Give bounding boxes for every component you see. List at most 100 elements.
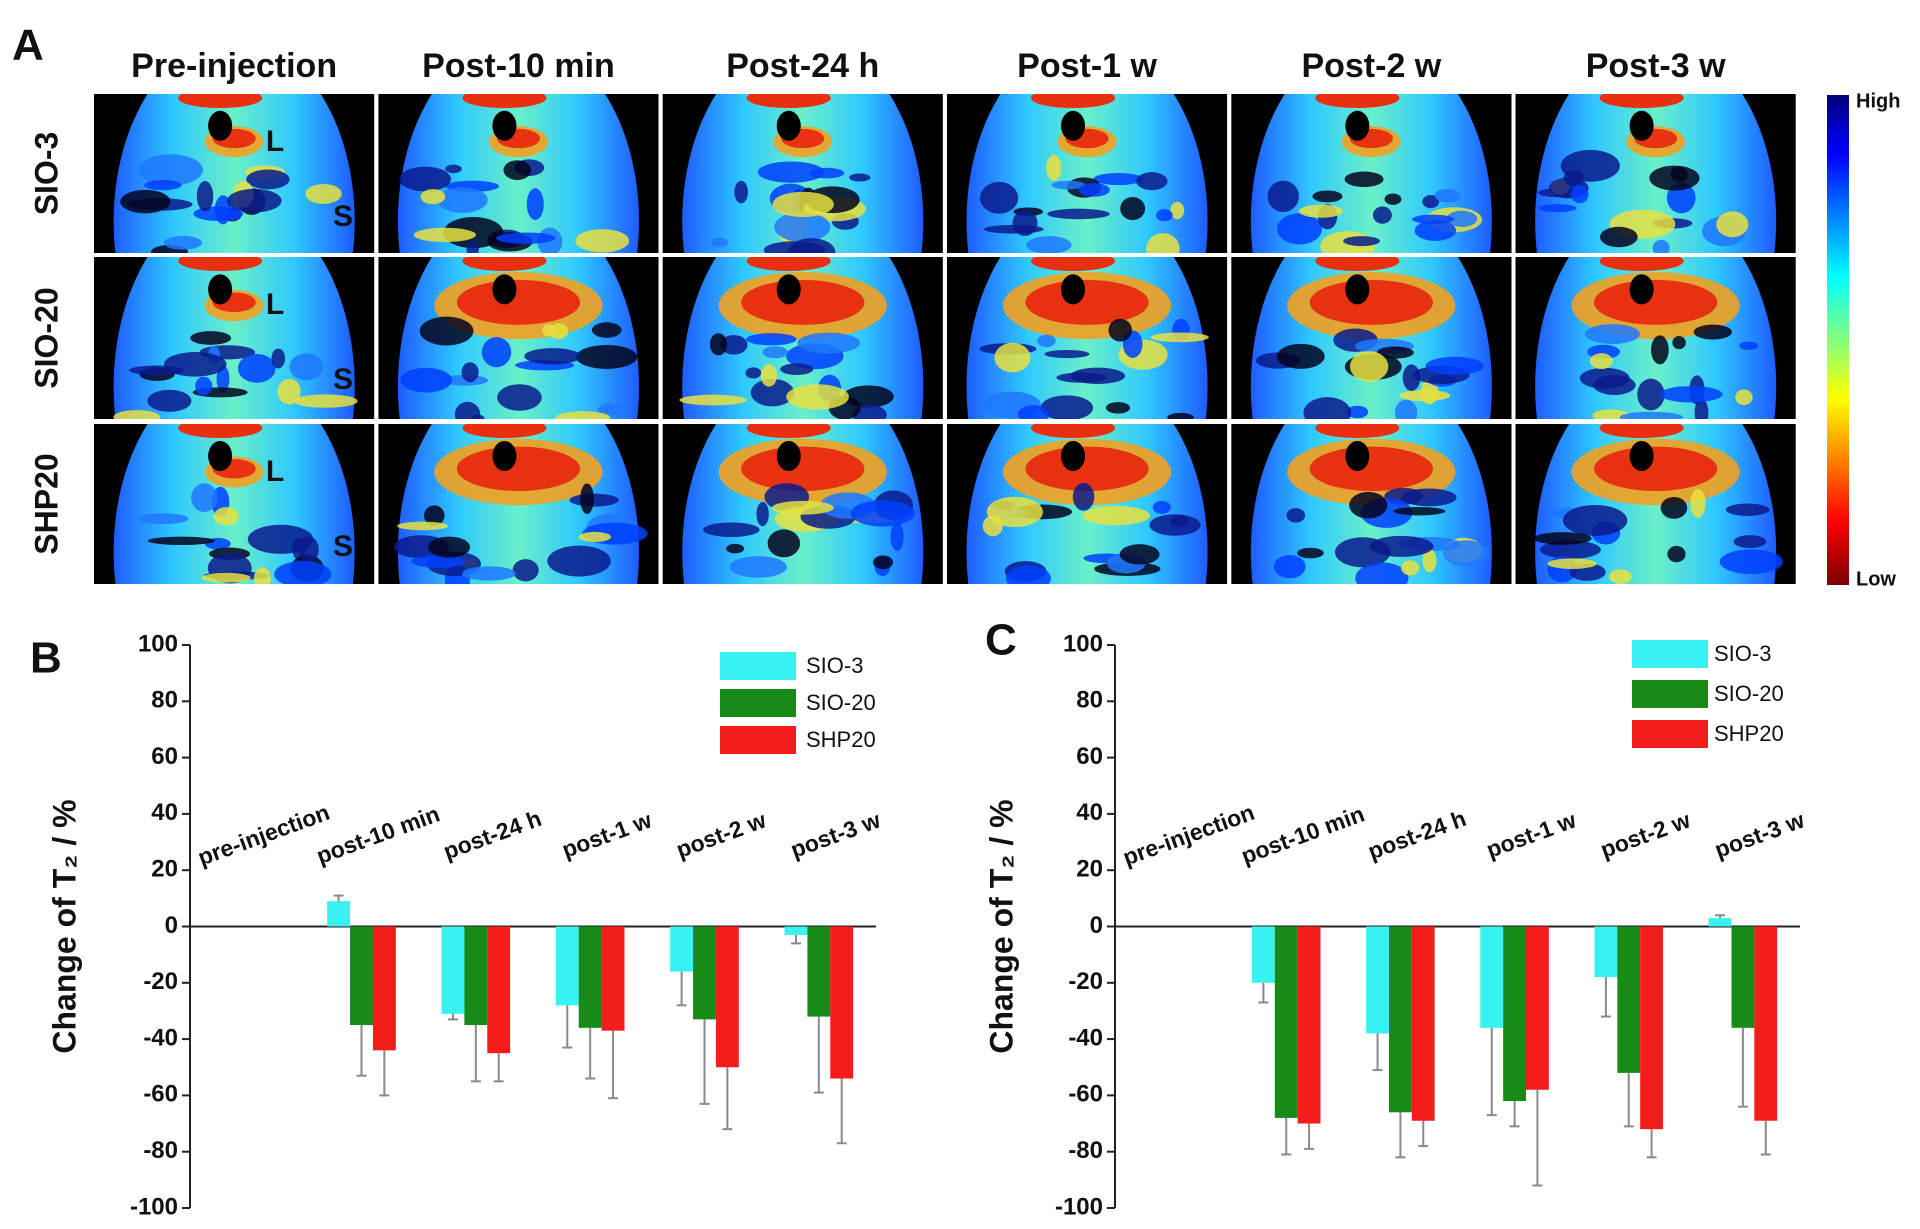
texture <box>1659 386 1723 403</box>
x-tick-label: post-1 w <box>1483 806 1580 862</box>
texture <box>787 238 836 253</box>
bar <box>1252 926 1275 983</box>
texture <box>1401 560 1420 576</box>
fat-region <box>1031 424 1116 438</box>
texture <box>786 384 849 410</box>
organ-label: S <box>333 200 353 233</box>
organ-label: S <box>333 530 353 563</box>
bar <box>1503 926 1526 1102</box>
y-tick-label: 100 <box>1063 630 1103 657</box>
texture <box>512 559 539 582</box>
y-tick-label: -60 <box>143 1081 178 1108</box>
vessel <box>1629 274 1654 305</box>
texture <box>547 545 611 577</box>
hot-region <box>1025 279 1149 325</box>
texture <box>526 188 544 221</box>
bar <box>830 926 854 1079</box>
texture <box>196 181 214 212</box>
texture <box>411 554 466 568</box>
hot-region <box>1593 279 1718 325</box>
texture <box>1298 204 1343 218</box>
texture <box>580 483 594 514</box>
row-label: SHP20 <box>28 453 64 554</box>
texture <box>1725 503 1770 516</box>
texture <box>850 500 915 527</box>
tissue <box>682 424 924 584</box>
texture <box>424 505 445 526</box>
y-tick-label: 60 <box>151 743 178 770</box>
legend-label: SIO-20 <box>806 690 876 715</box>
x-tick-label: post-10 min <box>1238 800 1368 869</box>
texture <box>1072 482 1095 511</box>
fat-region <box>746 94 831 108</box>
texture <box>984 224 1044 234</box>
vessel <box>1345 441 1370 471</box>
texture <box>289 353 323 381</box>
texture <box>201 572 251 583</box>
texture <box>1540 540 1601 559</box>
texture <box>271 348 286 369</box>
texture <box>569 493 619 507</box>
y-tick-label: 80 <box>151 687 178 714</box>
bar <box>372 926 396 1051</box>
legend-label: SIO-3 <box>1714 641 1771 666</box>
x-tick-label: post-3 w <box>1711 806 1808 862</box>
texture <box>1376 346 1414 359</box>
x-tick-label: post-2 w <box>673 806 770 862</box>
texture <box>298 536 319 563</box>
fat-region <box>462 257 547 271</box>
texture <box>466 240 479 253</box>
mri-image <box>378 424 659 584</box>
panel-label: A <box>12 21 44 70</box>
texture <box>147 389 192 412</box>
y-tick-label: 40 <box>151 799 178 826</box>
mri-image <box>378 94 659 253</box>
texture <box>1070 367 1126 385</box>
y-tick-label: -60 <box>1068 1081 1103 1108</box>
vessel <box>208 441 233 471</box>
texture <box>1690 488 1706 518</box>
texture <box>137 513 189 525</box>
texture <box>1297 547 1324 559</box>
y-tick-label: -80 <box>143 1137 178 1164</box>
texture <box>1046 155 1062 181</box>
texture <box>190 331 232 345</box>
texture <box>1120 197 1146 221</box>
tissue <box>113 94 355 253</box>
texture <box>1286 508 1306 523</box>
texture <box>1667 545 1686 563</box>
fat-region <box>178 257 263 271</box>
y-tick-label: 0 <box>1090 912 1103 939</box>
column-header: Post-24 h <box>726 47 879 85</box>
texture <box>503 160 532 180</box>
texture <box>1152 500 1171 514</box>
texture <box>1402 364 1421 392</box>
fat-region <box>1599 94 1684 108</box>
texture <box>237 353 276 383</box>
organ-label: L <box>266 455 284 488</box>
bar <box>784 926 808 935</box>
texture <box>462 566 516 581</box>
colorbar-high: High <box>1856 90 1900 112</box>
bar <box>715 926 739 1068</box>
texture <box>1547 558 1597 569</box>
texture <box>1538 204 1577 213</box>
texture <box>980 181 1019 214</box>
texture <box>274 561 332 584</box>
bar <box>670 926 694 972</box>
row-label: SIO-3 <box>28 132 64 216</box>
y-tick-label: 20 <box>1076 856 1103 883</box>
vessel <box>1061 441 1086 471</box>
texture <box>399 166 451 192</box>
texture <box>726 543 745 554</box>
mri-image <box>94 257 375 419</box>
organ-label: L <box>266 125 284 158</box>
vessel <box>492 441 517 471</box>
bar <box>1731 926 1755 1028</box>
texture <box>1589 353 1613 370</box>
colorbar <box>1827 95 1849 585</box>
texture <box>1276 343 1325 369</box>
texture <box>1570 185 1589 204</box>
fat-region <box>178 94 263 108</box>
texture <box>575 344 638 369</box>
